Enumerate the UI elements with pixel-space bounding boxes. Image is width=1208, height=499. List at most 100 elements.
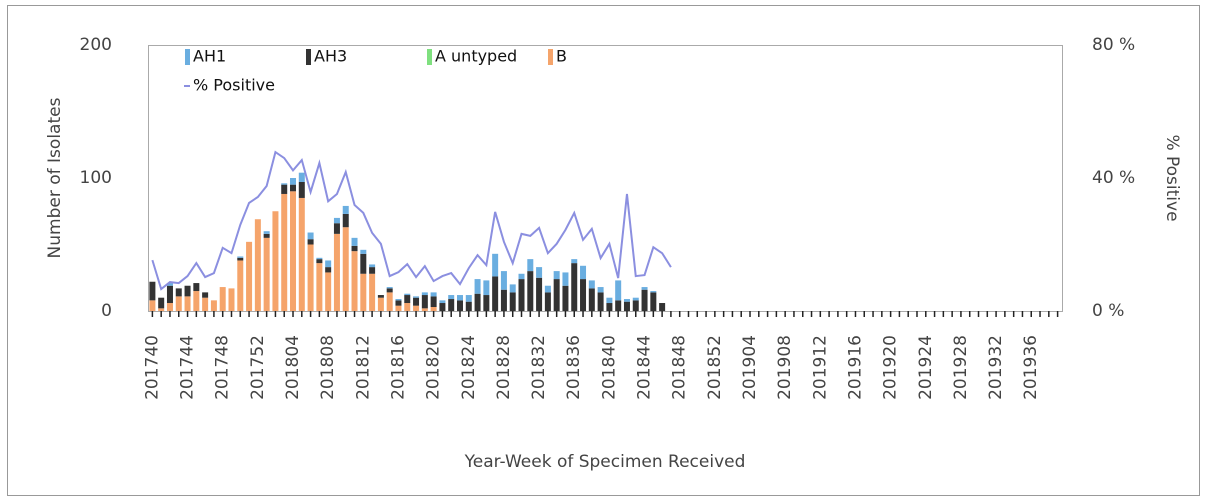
bar-segment	[650, 292, 657, 311]
bar-segment	[298, 172, 305, 182]
bar-segment	[413, 305, 420, 311]
bar-segment	[404, 303, 411, 311]
legend-label: % Positive	[193, 76, 275, 95]
bar-segment	[333, 217, 340, 224]
bar-segment	[298, 197, 305, 311]
bar-segment	[307, 232, 314, 240]
bar-segment	[246, 241, 253, 311]
x-tick-label: 201840	[599, 335, 619, 400]
bar-segment	[527, 271, 534, 311]
bar-segment	[307, 239, 314, 245]
bar-segment	[421, 295, 428, 309]
bar-segment	[360, 249, 367, 254]
bar-segment	[360, 253, 367, 274]
x-tick-label: 201744	[178, 335, 198, 400]
frame	[7, 5, 1200, 496]
bar-segment	[175, 288, 182, 297]
bar-segment	[623, 299, 630, 302]
y-tick-label: 200	[80, 35, 112, 55]
bar-segment	[166, 283, 173, 286]
legend-swatch	[548, 49, 553, 65]
x-tick-label: 201812	[353, 335, 373, 400]
bar-segment	[351, 251, 358, 311]
bar-segment	[404, 293, 411, 296]
bar-segment	[290, 178, 297, 185]
bar-segment	[659, 303, 666, 311]
bar-segment	[158, 308, 165, 311]
bar-segment	[421, 292, 428, 296]
bar-segment	[325, 260, 332, 268]
bar-segment	[369, 267, 376, 274]
bar-segment	[237, 257, 244, 261]
bar-segment	[509, 284, 516, 293]
bar-segment	[404, 295, 411, 304]
x-tick-label: 201936	[1021, 335, 1041, 400]
bar-segment	[184, 285, 191, 297]
legend-label: A untyped	[435, 47, 517, 66]
x-tick-label: 201752	[248, 335, 268, 400]
bar-segment	[615, 300, 622, 311]
bar-segment	[149, 300, 156, 311]
bar-segment	[290, 184, 297, 192]
bar-segment	[193, 291, 200, 311]
bar-segment	[571, 259, 578, 264]
x-tick-label: 201924	[916, 335, 936, 400]
bar-segment	[184, 296, 191, 311]
x-tick-label: 201848	[670, 335, 690, 400]
y2-axis-title: % Positive	[1162, 134, 1182, 221]
bar-segment	[632, 300, 639, 311]
bar-segment	[562, 285, 569, 311]
bar-segment	[623, 301, 630, 311]
bar-segment	[386, 292, 393, 311]
x-tick-label: 201824	[459, 335, 479, 400]
bar-segment	[518, 279, 525, 311]
bar-segment	[175, 296, 182, 311]
x-tick-label: 201828	[494, 335, 514, 400]
bar-segment	[219, 287, 226, 311]
bar-segment	[166, 303, 173, 311]
bar-segment	[193, 283, 200, 292]
legend-label: B	[556, 47, 567, 66]
x-tick-label: 201836	[564, 335, 584, 400]
bar-segment	[395, 305, 402, 311]
bar-segment	[641, 289, 648, 311]
bar-segment	[254, 219, 261, 311]
bar-segment	[316, 257, 323, 260]
bar-segment	[430, 307, 437, 311]
bar-segment	[342, 227, 349, 311]
x-tick-label: 201748	[213, 335, 233, 400]
bar-segment	[606, 303, 613, 311]
bar-segment	[316, 259, 323, 264]
bar-segment	[544, 285, 551, 293]
bar-segment	[430, 292, 437, 297]
bar-segment	[316, 263, 323, 311]
bar-segment	[263, 237, 270, 311]
bar-segment	[395, 300, 402, 306]
bar-segment	[456, 300, 463, 311]
legend-swatch	[306, 49, 311, 65]
legend-label: AH3	[314, 47, 347, 66]
x-tick-label: 201904	[740, 335, 760, 400]
x-tick-label: 201808	[318, 335, 338, 400]
bar-segment	[492, 276, 499, 311]
bar-segment	[483, 280, 490, 296]
legend-label: AH1	[193, 47, 226, 66]
bar-segment	[553, 271, 560, 280]
bar-segment	[553, 279, 560, 311]
bar-segment	[281, 193, 288, 311]
x-tick-label: 201804	[283, 335, 303, 400]
x-tick-label: 201816	[388, 335, 408, 400]
bar-segment	[509, 292, 516, 311]
bar-segment	[456, 295, 463, 301]
bar-segment	[650, 291, 657, 293]
bar-segment	[413, 296, 420, 298]
bar-segment	[421, 308, 428, 311]
y2-tick-label: 0 %	[1092, 301, 1124, 321]
bar-segment	[149, 281, 156, 301]
bar-segment	[377, 297, 384, 311]
bar-segment	[413, 297, 420, 306]
bar-segment	[641, 287, 648, 290]
y-tick-label: 0	[101, 301, 112, 321]
bar-segment	[333, 223, 340, 234]
